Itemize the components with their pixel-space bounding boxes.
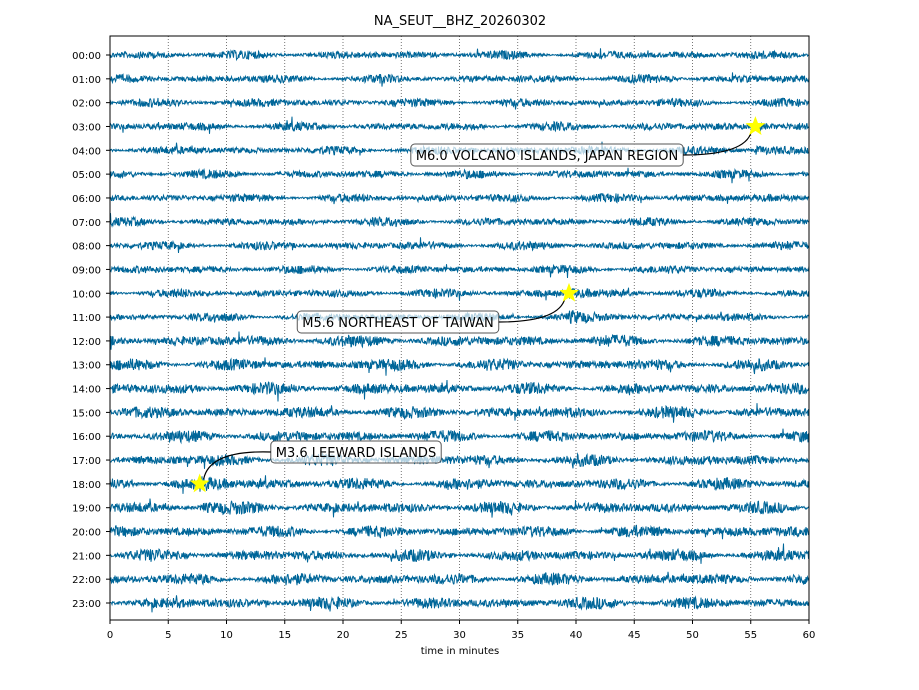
y-tick-label: 01:00 xyxy=(72,75,101,86)
trace-0900 xyxy=(109,263,810,279)
event-connector xyxy=(498,298,566,323)
event-annotation: M6.0 VOLCANO ISLANDS, JAPAN REGION xyxy=(410,116,766,167)
y-tick-label: 20:00 xyxy=(72,528,101,539)
x-tick-label: 20 xyxy=(337,630,350,641)
y-tick-label: 11:00 xyxy=(72,313,101,324)
event-annotation: M3.6 LEEWARD ISLANDS xyxy=(189,440,442,493)
event-annotation: M5.6 NORTHEAST OF TAIWAN xyxy=(296,282,579,334)
trace-2000 xyxy=(109,524,810,540)
x-tick-label: 5 xyxy=(165,630,171,641)
trace-1200 xyxy=(109,331,810,350)
y-tick-label: 07:00 xyxy=(72,218,101,229)
x-tick-label: 10 xyxy=(220,630,233,641)
y-tick-label: 06:00 xyxy=(72,194,101,205)
x-tick-label: 55 xyxy=(744,630,757,641)
x-tick-label: 0 xyxy=(107,630,113,641)
chart-title: NA_SEUT__BHZ_20260302 xyxy=(374,14,546,29)
trace-0000 xyxy=(109,48,809,62)
y-tick-label: 09:00 xyxy=(72,265,101,276)
trace-1900 xyxy=(109,498,810,518)
y-tick-label: 14:00 xyxy=(72,385,101,396)
x-tick-label: 60 xyxy=(803,630,816,641)
y-tick-label: 17:00 xyxy=(72,456,101,467)
y-tick-label: 13:00 xyxy=(72,361,101,372)
y-axis: 00:00 01:00 02:00 03:00 04:00 05:00 06:00 07:00… xyxy=(72,51,110,610)
event-label: M6.0 VOLCANO ISLANDS, JAPAN REGION xyxy=(416,149,678,164)
trace-0200 xyxy=(109,97,810,110)
x-tick-label: 35 xyxy=(511,630,524,641)
x-axis-label: time in minutes xyxy=(421,646,500,657)
event-annotations: M6.0 VOLCANO ISLANDS, JAPAN REGION M5.6 N… xyxy=(189,116,766,493)
x-tick-label: 40 xyxy=(570,630,583,641)
trace-1300 xyxy=(109,357,810,376)
event-label: M3.6 LEEWARD ISLANDS xyxy=(276,446,436,461)
y-tick-label: 18:00 xyxy=(72,480,101,491)
y-tick-label: 23:00 xyxy=(72,599,101,610)
trace-1000 xyxy=(109,287,810,301)
trace-0100 xyxy=(109,72,810,87)
event-label: M5.6 NORTHEAST OF TAIWAN xyxy=(302,316,493,331)
trace-1400 xyxy=(109,379,810,402)
trace-0600 xyxy=(109,192,810,205)
traces xyxy=(109,48,810,613)
trace-2100 xyxy=(109,543,810,564)
y-tick-label: 00:00 xyxy=(72,51,101,62)
y-tick-label: 10:00 xyxy=(72,289,101,300)
event-star-marker xyxy=(189,473,210,493)
x-tick-label: 15 xyxy=(278,630,291,641)
y-tick-label: 15:00 xyxy=(72,408,101,419)
x-axis: 0 5 10 15 20 25 30 35 40 45 50 55 60 xyxy=(107,620,816,641)
y-tick-label: 22:00 xyxy=(72,575,101,586)
trace-0700 xyxy=(109,213,810,228)
y-tick-label: 02:00 xyxy=(72,99,101,110)
y-tick-label: 21:00 xyxy=(72,551,101,562)
x-tick-label: 30 xyxy=(453,630,466,641)
event-star-marker xyxy=(559,282,579,302)
trace-2300 xyxy=(109,595,810,613)
y-tick-label: 05:00 xyxy=(72,170,101,181)
y-tick-label: 08:00 xyxy=(72,242,101,253)
y-tick-label: 03:00 xyxy=(72,122,101,133)
trace-0500 xyxy=(109,167,810,184)
event-connector xyxy=(683,131,752,156)
x-tick-label: 50 xyxy=(686,630,699,641)
trace-1500 xyxy=(109,403,810,423)
trace-1600 xyxy=(109,428,810,445)
trace-2200 xyxy=(109,571,810,586)
y-tick-label: 16:00 xyxy=(72,432,101,443)
y-tick-label: 19:00 xyxy=(72,504,101,515)
x-tick-label: 45 xyxy=(628,630,641,641)
x-tick-label: 25 xyxy=(395,630,408,641)
event-star-marker xyxy=(745,116,766,135)
y-tick-label: 12:00 xyxy=(72,337,101,348)
event-connector xyxy=(203,451,271,479)
trace-1800 xyxy=(109,475,810,494)
y-tick-label: 04:00 xyxy=(72,146,101,157)
trace-1700 xyxy=(110,452,810,469)
trace-0300 xyxy=(109,116,810,134)
trace-0800 xyxy=(109,237,810,254)
